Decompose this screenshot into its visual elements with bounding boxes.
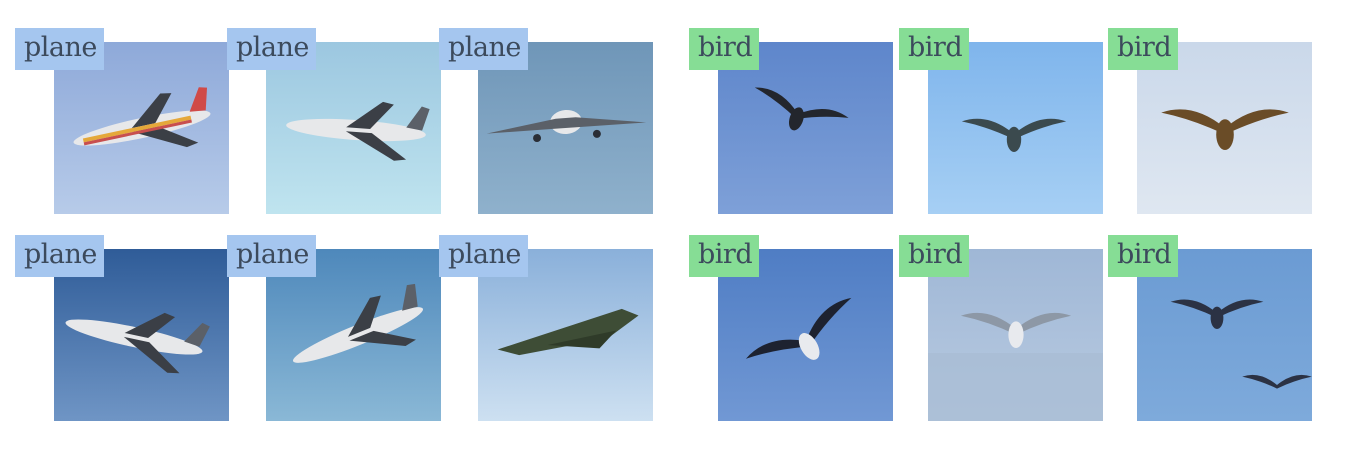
airliner-side-figure [286, 101, 430, 161]
plane-label: plane [15, 28, 104, 70]
bird-label: bird [689, 28, 760, 70]
bird-label: bird [1108, 28, 1179, 70]
gull-over-sea-figure [928, 312, 1103, 421]
sky-background [1137, 249, 1312, 421]
bird-image [928, 249, 1103, 421]
airliner-colorful-figure [73, 87, 211, 148]
bird-hawk-figure [1161, 109, 1289, 150]
plane-image [478, 249, 653, 421]
airliner-blue-sky-figure [65, 312, 210, 374]
bird-label: bird [899, 235, 970, 277]
plane-label: plane [439, 28, 528, 70]
plane-label: plane [15, 235, 104, 277]
plane-image [266, 249, 441, 421]
airliner-front-figure [486, 109, 647, 143]
plane-label: plane [439, 235, 528, 277]
bird-image [1137, 249, 1312, 421]
bird-image [718, 249, 893, 421]
bird-label: bird [1108, 235, 1179, 277]
airliner-climbing-figure [292, 283, 424, 363]
sky-background [718, 42, 893, 214]
bird-image [718, 42, 893, 214]
plane-image [54, 42, 229, 214]
plane-image [54, 249, 229, 421]
plane-label: plane [227, 28, 316, 70]
bird-label: bird [689, 235, 760, 277]
bird-gliding-figure [961, 118, 1067, 152]
birds-pair-figure [1170, 299, 1312, 389]
bird-image [1137, 42, 1312, 214]
bird-image [928, 42, 1103, 214]
gull-flying-figure [745, 297, 852, 360]
plane-label: plane [227, 235, 316, 277]
plane-image [266, 42, 441, 214]
bird-label: bird [899, 28, 970, 70]
bird-soaring-figure [754, 87, 849, 131]
plane-image [478, 42, 653, 214]
jet-green-figure [497, 308, 639, 356]
